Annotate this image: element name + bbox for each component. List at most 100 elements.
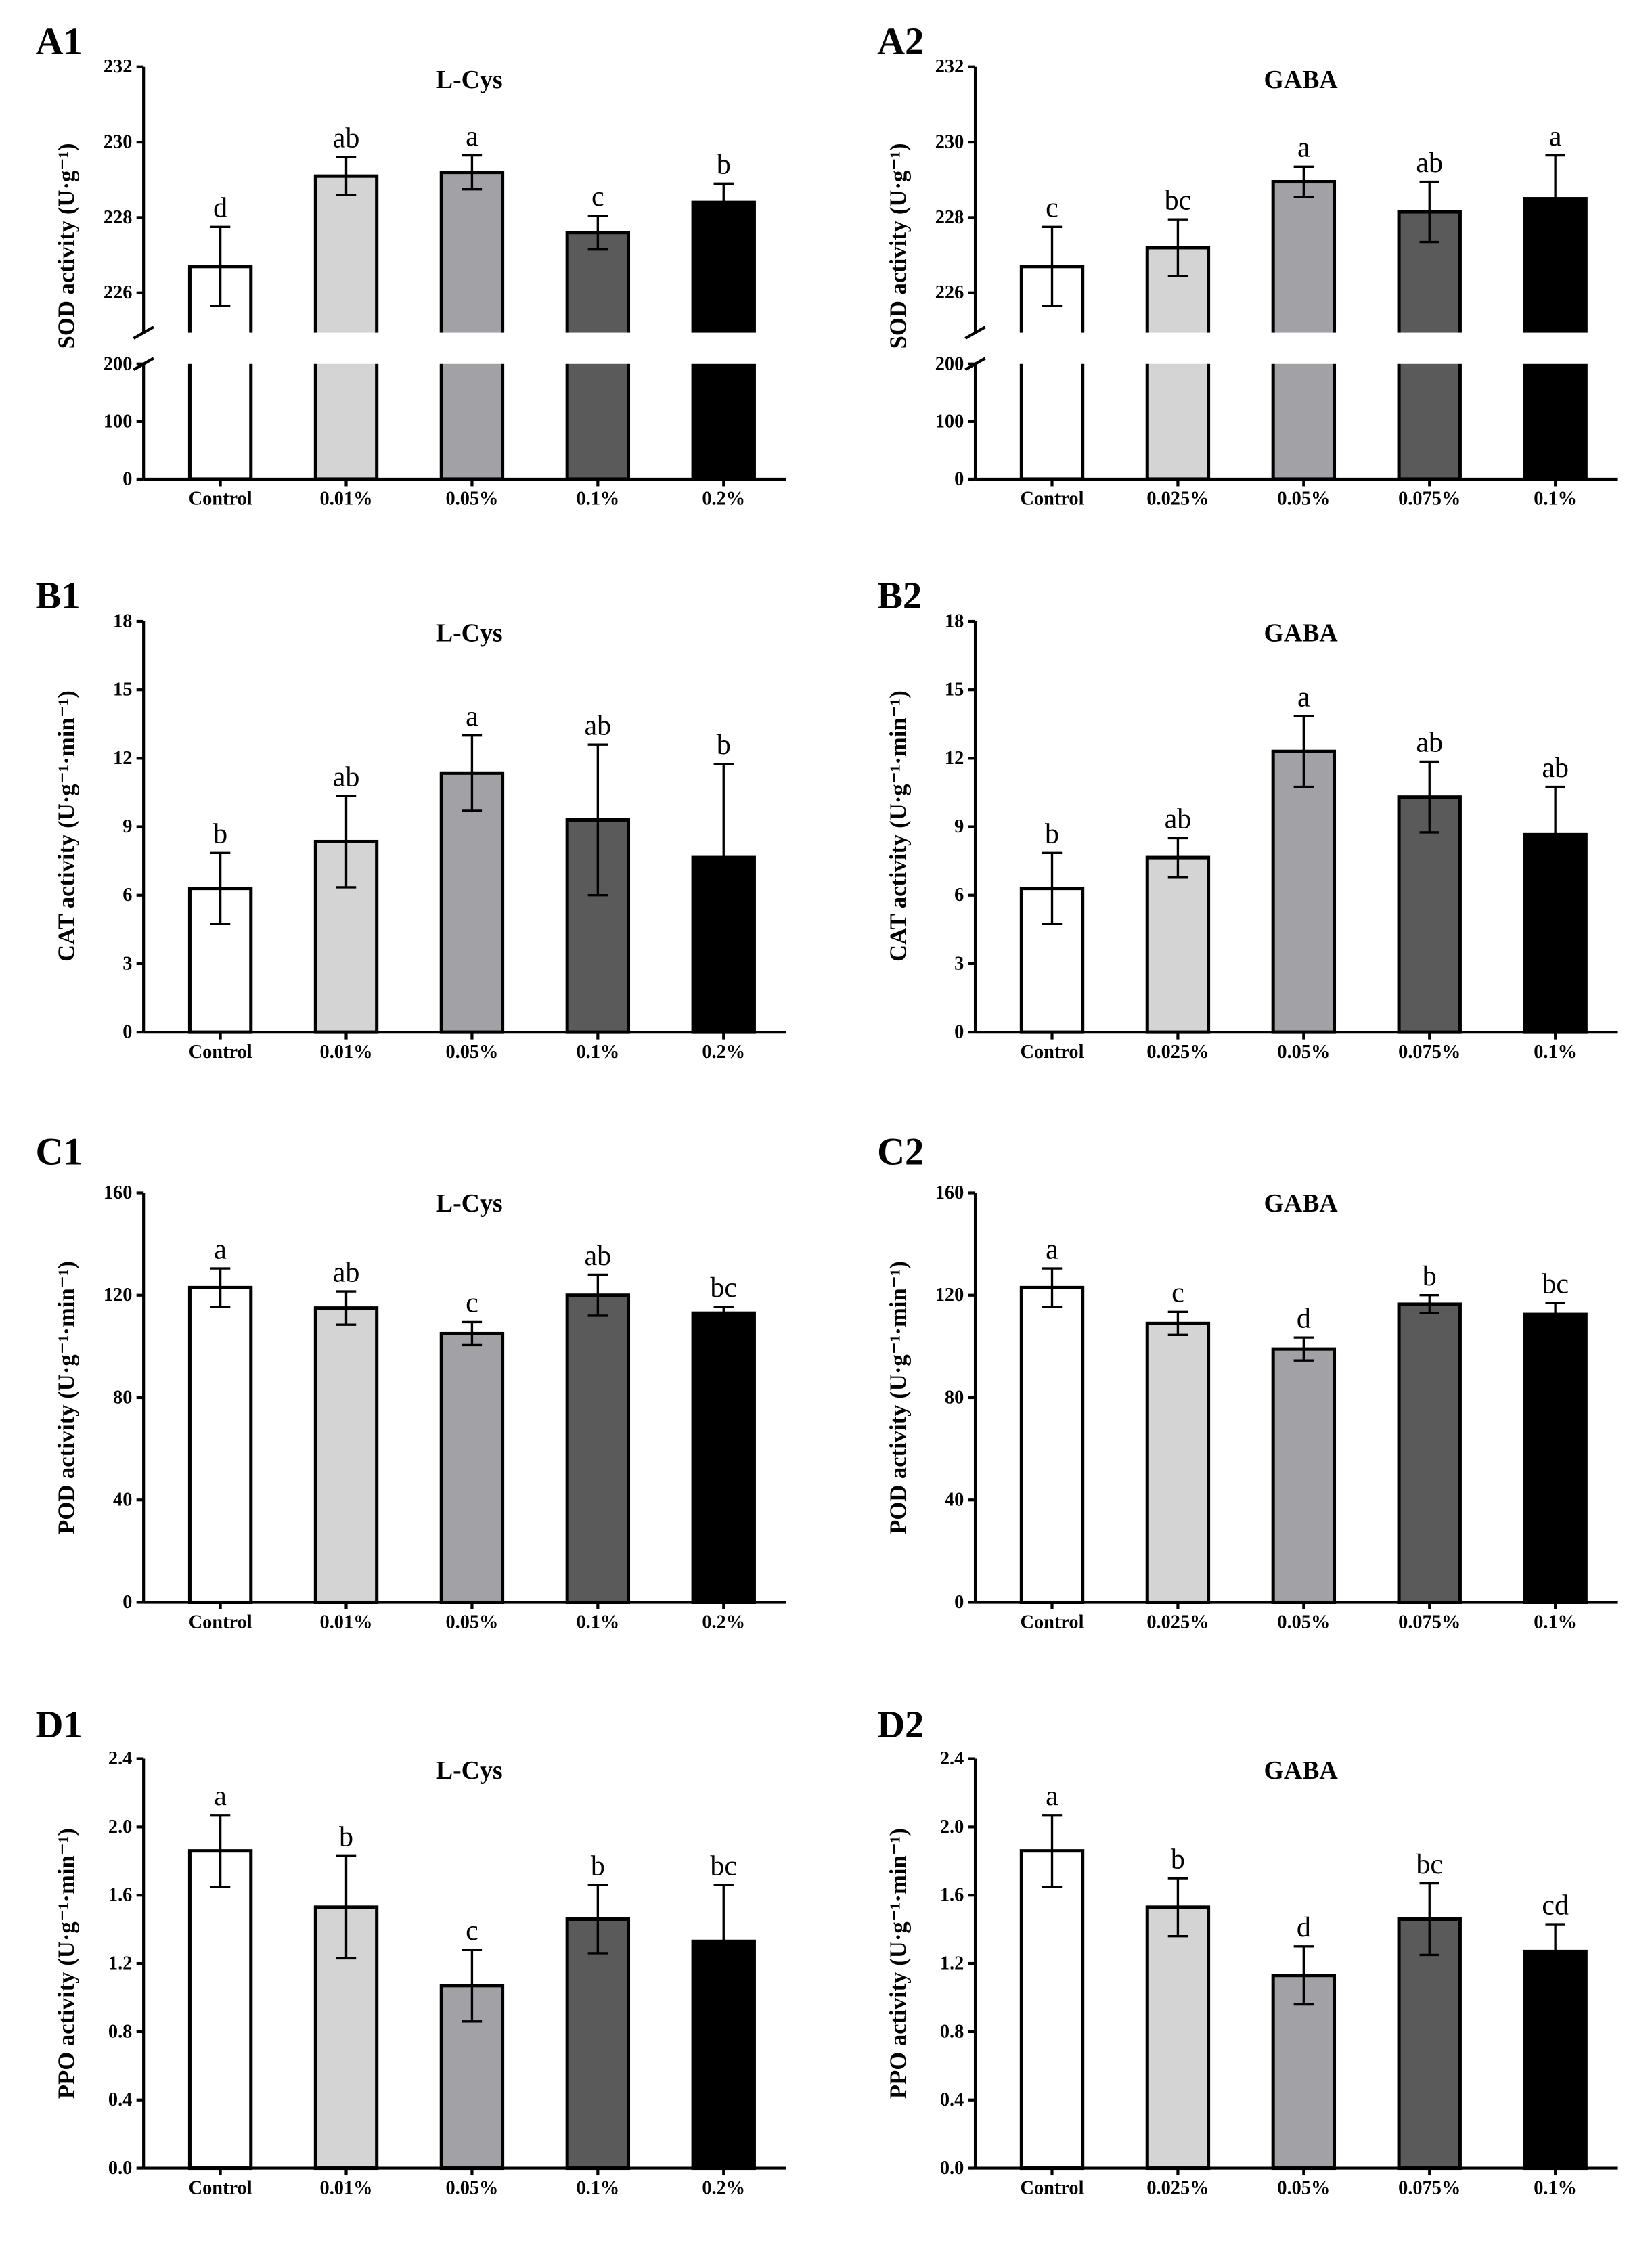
a1-y-tick-label: 100 — [104, 411, 133, 432]
b2-error-bar-0-075pct — [1419, 760, 1439, 834]
a1-x-tick-label-0-2pct: 0.2% — [702, 489, 745, 510]
c1-bar-0-05pct — [439, 1331, 505, 1605]
b1-y-tick-label: 15 — [113, 680, 132, 701]
a1-y-axis-title: SOD activity (U·g⁻¹) — [54, 143, 80, 349]
b1-y-tick-label: 6 — [122, 885, 132, 906]
d2-y-tick-label: 0.4 — [940, 2089, 964, 2110]
b2-panel-label: B2 — [877, 575, 922, 617]
d2-bar-0-075pct — [1397, 1917, 1462, 2171]
a1-y-tick-label: 226 — [104, 282, 133, 303]
b1-error-bar-0-05pct — [462, 734, 483, 812]
d2-y-tick-label: 1.6 — [940, 1885, 964, 1906]
c1-y-tick-label: 160 — [104, 1182, 133, 1203]
b2-x-tick-label-0-1pct: 0.1% — [1534, 1042, 1577, 1063]
c1-y-tick-label: 40 — [113, 1490, 132, 1511]
b1-x-tick-label-0-01pct: 0.01% — [320, 1042, 373, 1063]
c2-panel-label: C2 — [877, 1130, 924, 1173]
d1-y-tick-label: 2.4 — [108, 1748, 132, 1769]
b1-error-bar-0-01pct — [336, 795, 357, 889]
a1-axis-break-gap — [137, 332, 792, 364]
b2-y-axis-title: CAT activity (U·g⁻¹·min⁻¹) — [886, 690, 912, 962]
c1-bar-0-01pct — [313, 1306, 379, 1605]
b1-x-tick-label-0-2pct: 0.2% — [702, 1042, 745, 1063]
panel-c1: a ab c ab bc 0 40 80 120 160 Control 0.01% 0.05% 0.1%… — [36, 1130, 786, 1632]
a1-y-tick-label: 232 — [104, 56, 133, 77]
a2-y-tick-label: 100 — [935, 411, 964, 432]
d1-y-tick-label: 2.0 — [108, 1817, 132, 1838]
c2-significance-letter-0-1pct: bc — [1542, 1268, 1569, 1299]
c2-error-bar-0-05pct — [1293, 1336, 1314, 1362]
a2-y-tick-label: 226 — [935, 282, 964, 303]
a2-significance-letter-0-075pct: ab — [1416, 148, 1443, 179]
d1-y-tick-label: 0.4 — [108, 2089, 132, 2110]
d2-error-bar-0-05pct — [1293, 1945, 1314, 2006]
d1-title: L-Cys — [436, 1756, 503, 1785]
panel-c2: a c d b bc 0 40 80 120 160 Control 0.025% 0.05% 0.075… — [877, 1130, 1618, 1632]
d2-y-tick-label: 0.0 — [940, 2158, 964, 2179]
b1-significance-letter-0-01pct: ab — [333, 761, 360, 793]
c2-significance-letter-0-025pct: c — [1171, 1278, 1184, 1309]
d2-y-tick-label: 0.8 — [940, 2021, 964, 2042]
a2-error-bar-control — [1042, 225, 1063, 307]
d1-significance-letter-0-01pct: b — [339, 1822, 353, 1853]
d1-significance-letter-0-1pct: b — [591, 1850, 605, 1882]
d1-significance-letter-0-2pct: bc — [710, 1850, 737, 1882]
c1-significance-letter-0-05pct: c — [466, 1288, 478, 1319]
a1-y-tick-label: 200 — [104, 353, 133, 374]
d2-x-tick-label-control: Control — [1021, 2177, 1084, 2198]
b1-significance-letter-0-2pct: b — [717, 730, 731, 761]
c2-bar-control — [1019, 1285, 1085, 1605]
a2-axis-break-mark-top — [964, 326, 986, 340]
d2-panel-label: D2 — [877, 1704, 924, 1746]
a1-significance-letter-0-01pct: ab — [333, 123, 360, 154]
b2-x-tick-label-0-05pct: 0.05% — [1277, 1042, 1330, 1063]
a1-error-bar-0-01pct — [336, 156, 357, 196]
b1-bar-0-05pct — [439, 771, 505, 1034]
b2-y-tick-label: 3 — [954, 953, 964, 974]
a2-error-bar-0-1pct — [1545, 154, 1565, 244]
d1-y-tick-label: 0.0 — [108, 2158, 132, 2179]
d1-x-tick-label-control: Control — [189, 2177, 252, 2198]
a2-significance-letter-0-05pct: a — [1297, 133, 1310, 164]
b2-y-tick-label: 18 — [945, 611, 964, 632]
c2-significance-letter-0-05pct: d — [1297, 1303, 1311, 1334]
c1-error-bar-0-2pct — [713, 1306, 734, 1321]
d1-significance-letter-control: a — [214, 1781, 227, 1812]
b2-x-tick-label-control: Control — [1021, 1042, 1084, 1063]
c2-y-tick-label: 80 — [945, 1387, 964, 1408]
b1-panel-label: B1 — [36, 575, 81, 617]
d1-significance-letter-0-05pct: c — [466, 1915, 478, 1947]
d1-panel-label: D1 — [36, 1704, 83, 1746]
d1-y-tick-label: 1.2 — [108, 1953, 132, 1974]
a2-title: GABA — [1264, 66, 1339, 94]
b1-title: L-Cys — [436, 619, 503, 647]
a1-x-tick-label-0-1pct: 0.1% — [576, 489, 619, 510]
d2-error-bar-0-075pct — [1419, 1882, 1439, 1957]
c1-significance-letter-0-1pct: ab — [585, 1241, 612, 1272]
c2-y-tick-label: 160 — [935, 1182, 964, 1203]
a1-y-tick-label: 230 — [104, 132, 133, 153]
d2-error-bar-control — [1042, 1814, 1063, 1888]
d2-significance-letter-0-075pct: bc — [1416, 1849, 1443, 1880]
c2-y-tick-label: 120 — [935, 1285, 964, 1306]
b2-bar-0-05pct — [1271, 749, 1337, 1034]
a1-y-tick-label: 228 — [104, 207, 133, 228]
c1-x-tick-label-0-05pct: 0.05% — [445, 1611, 498, 1632]
c1-y-tick-label: 0 — [122, 1592, 132, 1613]
b2-y-tick-label: 12 — [945, 748, 964, 769]
a1-error-bar-0-05pct — [462, 154, 483, 191]
a1-title: L-Cys — [436, 66, 503, 94]
d1-y-tick-label: 0.8 — [108, 2021, 132, 2042]
c2-bar-0-075pct — [1397, 1302, 1462, 1605]
c1-x-tick-label-control: Control — [189, 1611, 252, 1632]
b2-significance-letter-control: b — [1045, 819, 1059, 850]
d1-error-bar-control — [210, 1814, 231, 1888]
b2-bar-0-025pct — [1145, 855, 1211, 1034]
d2-x-tick-label-0-05pct: 0.05% — [1277, 2177, 1330, 2198]
d2-y-axis-title: PPO activity (U·g⁻¹·min⁻¹) — [886, 1828, 912, 2099]
d2-bar-control — [1019, 1849, 1085, 2171]
c2-error-bar-0-025pct — [1167, 1310, 1188, 1337]
a2-significance-letter-0-025pct: bc — [1165, 185, 1192, 216]
panel-a1: d ab a c b 0 100 200 226 228 230 232 Control 0.01% 0.0… — [36, 20, 792, 510]
c1-bar-control — [187, 1285, 253, 1605]
